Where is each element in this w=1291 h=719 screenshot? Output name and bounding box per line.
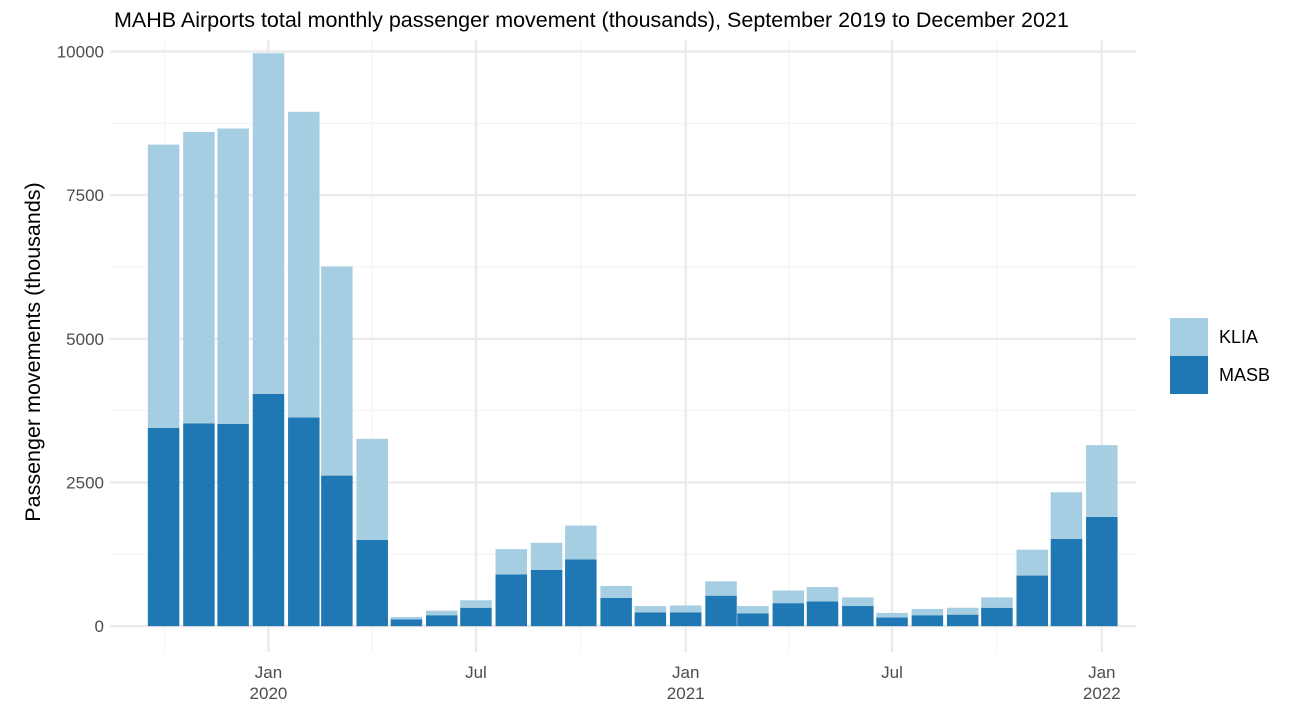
bar-masb-2021-02-01	[705, 595, 737, 627]
bar-klia-2019-12-01	[217, 128, 249, 424]
bar-klia-2020-07-01	[460, 600, 492, 608]
bar-klia-2020-04-01	[356, 438, 388, 540]
bar-masb-2021-08-01	[911, 615, 944, 627]
x-tick-label: Jan	[672, 663, 699, 682]
x-tick-label: Jul	[465, 663, 487, 682]
bar-masb-2021-04-01	[772, 603, 805, 627]
bar-masb-2020-07-01	[460, 607, 492, 627]
bar-klia-2021-03-01	[737, 606, 769, 614]
y-axis-label: Passenger movements (thousands)	[21, 182, 45, 521]
bar-klia-2021-11-01	[1016, 549, 1049, 576]
bar-masb-2020-11-01	[600, 597, 632, 627]
bar-masb-2021-05-01	[806, 601, 839, 627]
bar-klia-2021-05-01	[806, 587, 839, 602]
bar-klia-2021-06-01	[842, 597, 874, 607]
y-tick-label: 2500	[66, 473, 104, 492]
bar-klia-2020-09-01	[530, 542, 563, 570]
bar-masb-2020-04-01	[356, 539, 388, 627]
x-tick-label-year: 2021	[667, 684, 705, 703]
x-tick-labels: Jan 2020 Jul Jan 2021 Jul Jan 2022	[250, 663, 1121, 703]
y-tick-label: 5000	[66, 330, 104, 349]
bar-masb-2020-12-01	[634, 612, 667, 627]
bars	[147, 53, 1118, 627]
bar-masb-2021-09-01	[946, 614, 979, 627]
bar-masb-2021-03-01	[737, 613, 769, 627]
bar-masb-2019-10-01	[147, 427, 180, 627]
x-tick-label: Jan	[1088, 663, 1115, 682]
bar-klia-2021-01-01	[669, 605, 702, 613]
bar-masb-2021-12-01	[1050, 538, 1083, 627]
bar-masb-2020-01-01	[252, 393, 285, 627]
bar-masb-2021-11-01	[1016, 575, 1049, 627]
bar-klia-2021-08-01	[911, 608, 944, 616]
bar-klia-2020-01-01	[252, 53, 285, 394]
bar-klia-2021-02-01	[705, 581, 737, 596]
bar-masb-2020-10-01	[565, 559, 597, 627]
bar-klia-2020-05-01	[390, 616, 423, 620]
bar-klia-2020-06-01	[425, 610, 458, 616]
bar-klia-2020-03-01	[321, 266, 353, 476]
bar-masb-2021-06-01	[842, 606, 874, 627]
bar-masb-2020-08-01	[495, 574, 528, 627]
bar-klia-2020-02-01	[288, 111, 320, 418]
chart-title: MAHB Airports total monthly passenger mo…	[114, 8, 1069, 32]
bar-klia-2020-11-01	[600, 585, 632, 598]
bar-masb-2020-03-01	[321, 475, 353, 627]
y-tick-labels: 0 2500 5000 7500 10000	[57, 42, 104, 636]
x-tick-label-year: 2022	[1083, 684, 1121, 703]
x-tick-label: Jul	[881, 663, 903, 682]
y-tick-label: 10000	[57, 42, 104, 61]
bar-klia-2019-10-01	[147, 144, 180, 428]
bar-masb-2019-11-01	[183, 423, 215, 627]
bar-klia-2021-10-01	[981, 597, 1013, 608]
legend-label-masb: MASB	[1219, 365, 1271, 385]
y-tick-label: 7500	[66, 186, 104, 205]
bar-klia-2021-09-01	[946, 607, 979, 615]
bar-klia-2020-12-01	[634, 606, 667, 613]
bar-masb-2020-05-01	[390, 619, 423, 627]
bar-klia-2021-07-01	[876, 612, 908, 618]
bar-masb-2020-06-01	[425, 615, 458, 627]
bar-klia-2022-01-01	[1086, 445, 1118, 517]
legend-key-masb	[1170, 356, 1208, 394]
bar-klia-2021-12-01	[1050, 492, 1083, 539]
y-tick-label: 0	[95, 617, 104, 636]
bar-klia-2020-08-01	[495, 549, 528, 575]
bar-masb-2021-10-01	[981, 607, 1013, 627]
bar-masb-2020-02-01	[288, 417, 320, 627]
bar-masb-2019-12-01	[217, 423, 249, 627]
legend-key-klia	[1170, 318, 1208, 356]
legend-label-klia: KLIA	[1219, 327, 1259, 347]
bar-klia-2019-11-01	[183, 131, 215, 424]
bar-klia-2020-10-01	[565, 525, 597, 560]
bar-klia-2021-04-01	[772, 590, 805, 604]
bar-masb-2021-01-01	[669, 612, 702, 627]
x-tick-label-year: 2020	[250, 684, 288, 703]
bar-masb-2022-01-01	[1086, 516, 1118, 627]
bar-masb-2020-09-01	[530, 569, 563, 627]
x-tick-label: Jan	[255, 663, 282, 682]
bar-masb-2021-07-01	[876, 617, 908, 627]
